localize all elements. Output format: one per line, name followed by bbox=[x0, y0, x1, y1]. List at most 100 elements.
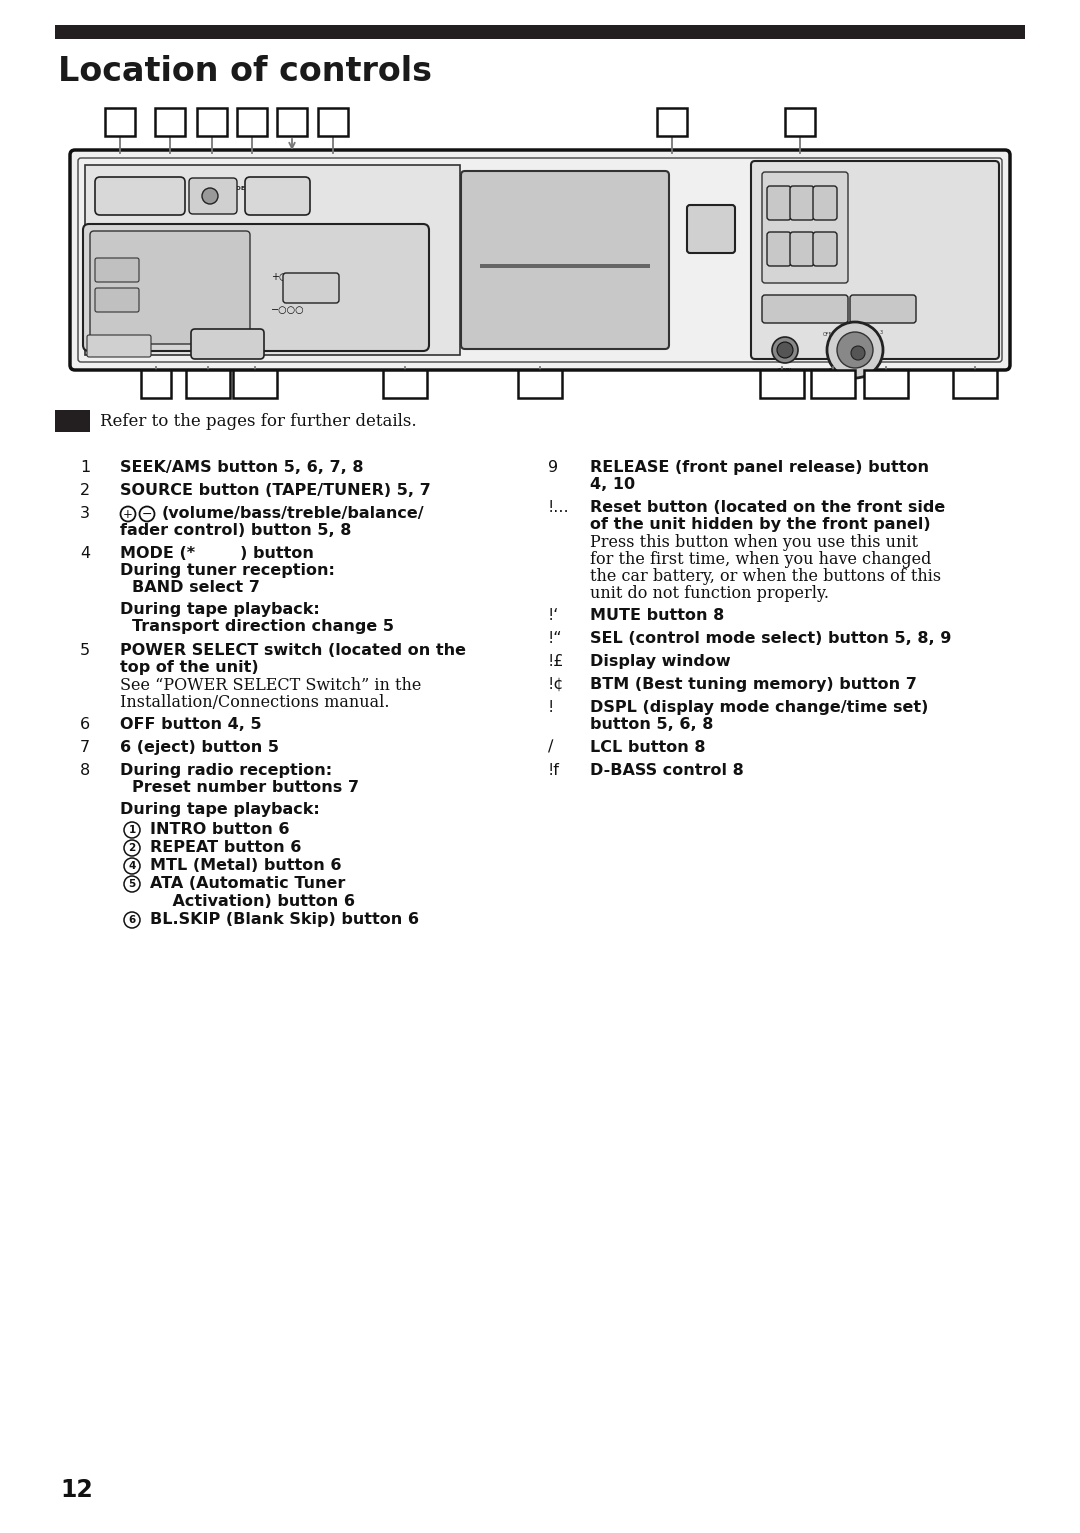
Text: !f: !f bbox=[548, 763, 559, 779]
Text: 9: 9 bbox=[151, 377, 161, 391]
Text: 5: 5 bbox=[129, 878, 136, 889]
Text: !£: !£ bbox=[548, 655, 565, 668]
Text: 9: 9 bbox=[548, 460, 558, 475]
FancyBboxPatch shape bbox=[767, 231, 791, 267]
Text: Press this button when you use this unit: Press this button when you use this unit bbox=[590, 533, 918, 550]
Text: Reset button (located on the front side: Reset button (located on the front side bbox=[590, 500, 945, 515]
Text: −: − bbox=[141, 507, 152, 521]
Text: 4: 4 bbox=[246, 115, 257, 129]
Text: ◄►: ◄► bbox=[208, 193, 217, 198]
Text: REPEAT button 6: REPEAT button 6 bbox=[150, 840, 301, 855]
FancyBboxPatch shape bbox=[789, 185, 814, 221]
Text: MODE (*        ) button: MODE (* ) button bbox=[120, 546, 314, 561]
Text: 1: 1 bbox=[843, 323, 847, 328]
Text: 7: 7 bbox=[666, 115, 677, 129]
Text: 1: 1 bbox=[771, 196, 781, 210]
Text: !“: !“ bbox=[548, 632, 563, 645]
Bar bbox=[657, 107, 687, 136]
Bar bbox=[480, 264, 650, 268]
Text: 2: 2 bbox=[80, 483, 90, 498]
Text: MODE: MODE bbox=[225, 185, 245, 190]
FancyBboxPatch shape bbox=[813, 185, 837, 221]
Text: 6 (eject) button 5: 6 (eject) button 5 bbox=[120, 740, 279, 754]
Text: During radio reception:: During radio reception: bbox=[120, 763, 333, 779]
Text: 6: 6 bbox=[129, 915, 136, 924]
Bar bbox=[811, 369, 855, 399]
Text: Installation/Connections manual.: Installation/Connections manual. bbox=[120, 694, 390, 711]
Text: 2: 2 bbox=[129, 843, 136, 852]
Text: for the first time, when you have changed: for the first time, when you have change… bbox=[590, 550, 931, 569]
FancyBboxPatch shape bbox=[813, 231, 837, 267]
Text: !: ! bbox=[548, 701, 554, 714]
Text: Preset number buttons 7: Preset number buttons 7 bbox=[132, 780, 359, 796]
Text: 4: 4 bbox=[771, 242, 781, 256]
Text: SEEK/AMS button 5, 6, 7, 8: SEEK/AMS button 5, 6, 7, 8 bbox=[120, 460, 364, 475]
Text: 3: 3 bbox=[818, 196, 827, 210]
Text: MUTE button 8: MUTE button 8 bbox=[590, 609, 725, 622]
FancyBboxPatch shape bbox=[90, 231, 249, 343]
Text: +○○○: +○○○ bbox=[271, 271, 305, 282]
Text: 5: 5 bbox=[286, 115, 297, 129]
FancyBboxPatch shape bbox=[283, 273, 339, 304]
Text: Display window: Display window bbox=[590, 655, 731, 668]
Text: top of the unit): top of the unit) bbox=[120, 661, 258, 675]
Text: Transport direction change 5: Transport direction change 5 bbox=[132, 619, 394, 635]
Text: 14: 14 bbox=[771, 377, 793, 391]
Text: 10: 10 bbox=[198, 377, 218, 391]
Bar bbox=[785, 107, 815, 136]
FancyBboxPatch shape bbox=[762, 294, 848, 323]
Text: 7: 7 bbox=[80, 740, 90, 754]
Text: −○○○: −○○○ bbox=[271, 305, 305, 314]
Text: 1: 1 bbox=[114, 115, 125, 129]
Text: BTM: BTM bbox=[781, 305, 799, 314]
Bar bbox=[233, 369, 276, 399]
Text: RELEASE: RELEASE bbox=[106, 343, 132, 348]
Text: (volume/bass/treble/balance/: (volume/bass/treble/balance/ bbox=[162, 506, 424, 521]
Circle shape bbox=[772, 337, 798, 363]
Text: 5: 5 bbox=[794, 242, 804, 256]
Text: +◄◄ ►►: +◄◄ ►► bbox=[104, 267, 130, 273]
Text: !¢: !¢ bbox=[548, 678, 565, 691]
Text: SEL●: SEL● bbox=[300, 284, 322, 293]
Bar bbox=[237, 107, 267, 136]
FancyBboxPatch shape bbox=[789, 231, 814, 267]
Text: 8: 8 bbox=[795, 115, 806, 129]
FancyBboxPatch shape bbox=[87, 336, 151, 357]
Text: 3: 3 bbox=[879, 330, 882, 334]
Text: MUTE: MUTE bbox=[214, 339, 240, 348]
Text: 3: 3 bbox=[80, 506, 90, 521]
Text: 4: 4 bbox=[129, 862, 136, 871]
Bar bbox=[518, 369, 562, 399]
Text: the car battery, or when the buttons of this: the car battery, or when the buttons of … bbox=[590, 569, 941, 586]
Text: BL.SKIP (Blank Skip) button 6: BL.SKIP (Blank Skip) button 6 bbox=[150, 912, 419, 927]
FancyBboxPatch shape bbox=[751, 161, 999, 359]
Text: 1: 1 bbox=[80, 460, 91, 475]
Bar bbox=[141, 369, 171, 399]
Text: POWER SELECT switch (located on the: POWER SELECT switch (located on the bbox=[120, 642, 465, 658]
Text: 4, 10: 4, 10 bbox=[590, 477, 635, 492]
FancyBboxPatch shape bbox=[191, 330, 264, 359]
FancyBboxPatch shape bbox=[767, 185, 791, 221]
Bar bbox=[156, 107, 185, 136]
Text: 3: 3 bbox=[206, 115, 217, 129]
Text: OFF button 4, 5: OFF button 4, 5 bbox=[120, 717, 261, 731]
FancyBboxPatch shape bbox=[850, 294, 916, 323]
Text: RELEASE (front panel release) button: RELEASE (front panel release) button bbox=[590, 460, 929, 475]
Bar bbox=[55, 409, 90, 432]
Text: MTL (Metal) button 6: MTL (Metal) button 6 bbox=[150, 858, 341, 872]
Text: 2: 2 bbox=[794, 196, 804, 210]
Text: ∕: ∕ bbox=[548, 740, 553, 754]
Text: D-BASS: D-BASS bbox=[828, 368, 851, 373]
Text: REPEAT: REPEAT bbox=[788, 187, 809, 192]
Bar bbox=[760, 369, 804, 399]
Text: 6: 6 bbox=[80, 717, 90, 731]
Text: 6: 6 bbox=[818, 242, 827, 256]
Text: During tuner reception:: During tuner reception: bbox=[120, 563, 335, 578]
Text: unit do not function properly.: unit do not function properly. bbox=[590, 586, 829, 602]
Text: AMS: AMS bbox=[109, 296, 125, 300]
Text: 1: 1 bbox=[129, 825, 136, 835]
FancyBboxPatch shape bbox=[95, 288, 139, 313]
Text: 4: 4 bbox=[80, 546, 90, 561]
Circle shape bbox=[827, 322, 883, 379]
Text: ◄◄ ►►-: ◄◄ ►►- bbox=[106, 297, 129, 302]
